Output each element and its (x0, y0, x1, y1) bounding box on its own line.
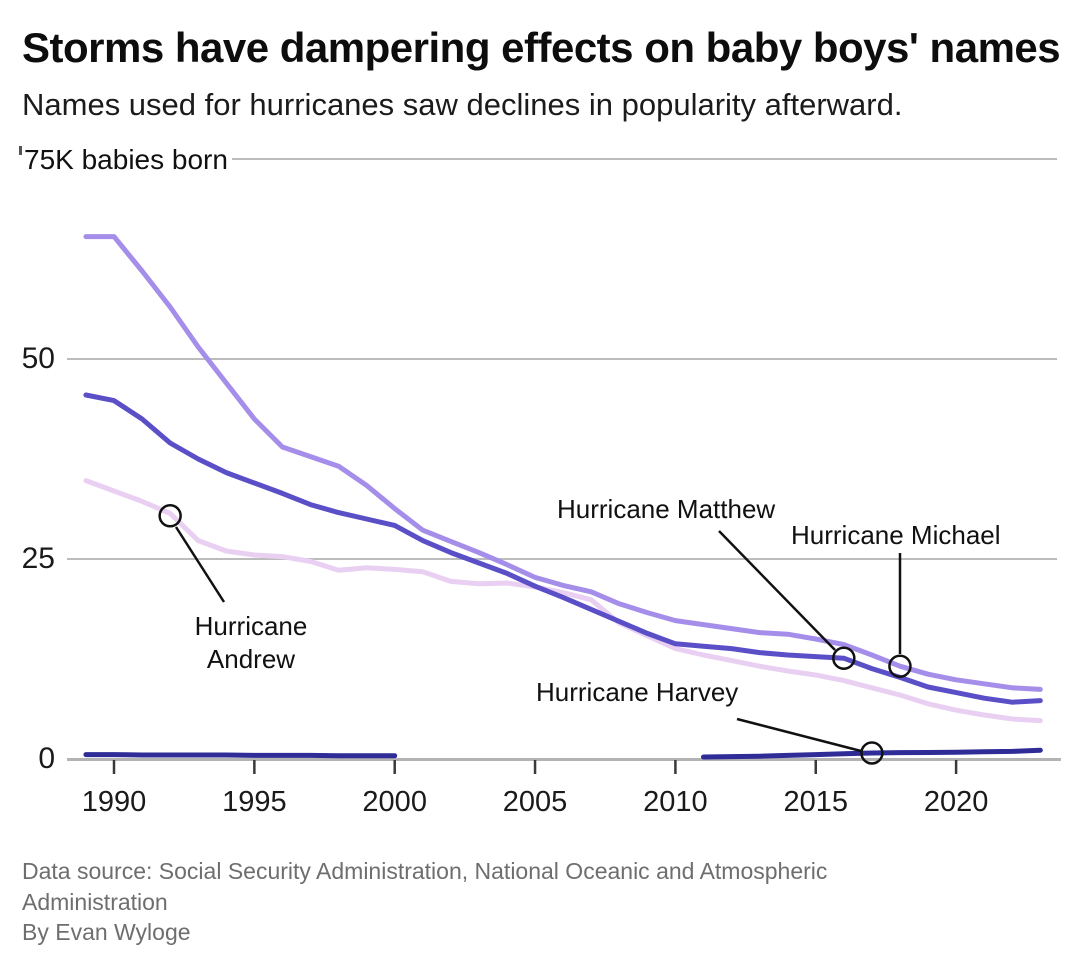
x-tick-label-1990: 1990 (81, 786, 147, 818)
y-tick-label-50: 50 (21, 342, 55, 375)
page-title: Storms have dampering effects on baby bo… (22, 24, 1061, 71)
annotation-label-hurricane-michael: Hurricane Michael (791, 520, 1001, 550)
line-harvey (700, 747, 1043, 760)
annotation-marker-harvey (860, 741, 884, 765)
annotation-marker-matthew (832, 646, 856, 670)
annotation-leader-harvey (736, 717, 862, 753)
y-tick-label-25: 25 (21, 542, 55, 575)
x-tick-label-2005: 2005 (502, 786, 568, 818)
page-subtitle: Names used for hurricanes saw declines i… (22, 87, 903, 122)
y-axis-top-tick (19, 146, 22, 155)
annotation-label-hurricane-harvey: Hurricane Harvey (536, 677, 739, 707)
annotation-marker-michael (888, 654, 912, 678)
x-tick-label-2000: 2000 (362, 786, 427, 818)
line-harvey (83, 752, 398, 759)
x-tick-label-2020: 2020 (923, 786, 989, 818)
annotation-label-hurricane-andrew: Hurricane Andrew (195, 610, 308, 676)
annotation-label-hurricane-matthew: Hurricane Matthew (557, 494, 776, 524)
x-tick-label-2010: 2010 (643, 786, 708, 818)
x-tick-label-1995: 1995 (222, 786, 287, 818)
annotation-marker-andrew (158, 504, 182, 528)
y-axis-unit-label: 75K babies born (24, 144, 228, 175)
byline: By Evan Wyloge (22, 919, 191, 945)
annotation-label-line: Hurricane (194, 611, 308, 641)
y-tick-label-0: 0 (38, 742, 55, 775)
annotation-label-line: Andrew (206, 644, 296, 674)
data-source-note: Data source: Social Security Administrat… (22, 858, 828, 915)
x-tick-label-2015: 2015 (783, 786, 849, 818)
annotation-leader-andrew (174, 526, 226, 603)
